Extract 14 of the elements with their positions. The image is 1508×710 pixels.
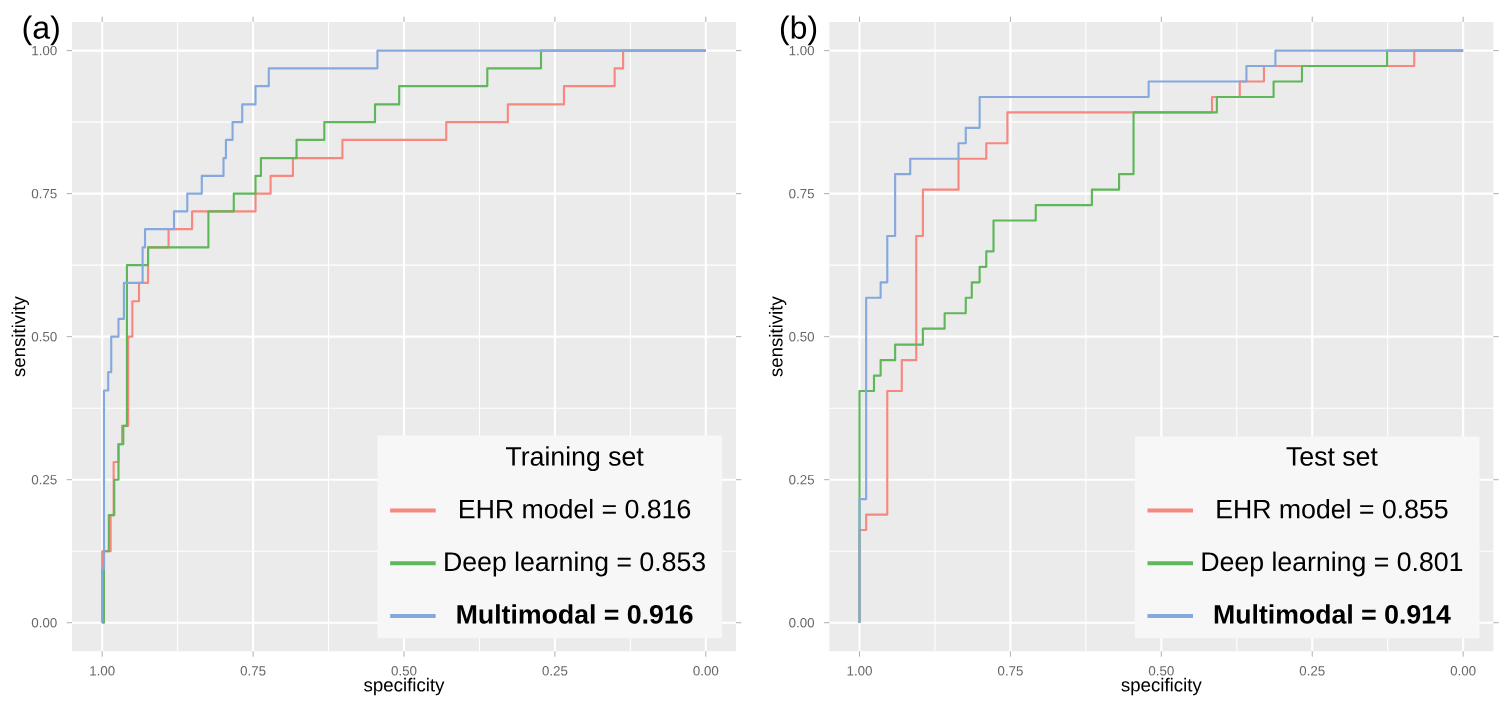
legend-label: EHR model = 0.855 bbox=[1217, 498, 1448, 519]
chart-title: (b) bbox=[780, 15, 817, 46]
legend-label: Multimodal = 0.914 bbox=[1214, 604, 1451, 624]
legend-title: Test set bbox=[1286, 447, 1378, 466]
legend-label: Deep learning = 0.853 bbox=[445, 551, 705, 577]
y-axis-title: sensitivity bbox=[11, 296, 29, 377]
x-axis-title: specificity bbox=[1121, 677, 1202, 696]
legend-title: Training set bbox=[506, 446, 644, 472]
legend-label: Multimodal = 0.916 bbox=[457, 604, 693, 624]
legend-label: EHR model = 0.816 bbox=[460, 498, 691, 519]
x-axis-title: specificity bbox=[364, 677, 445, 696]
legend-label: Deep learning = 0.801 bbox=[1202, 551, 1463, 577]
chart-title: (a) bbox=[23, 15, 59, 46]
y-axis-title: sensitivity bbox=[768, 296, 787, 377]
